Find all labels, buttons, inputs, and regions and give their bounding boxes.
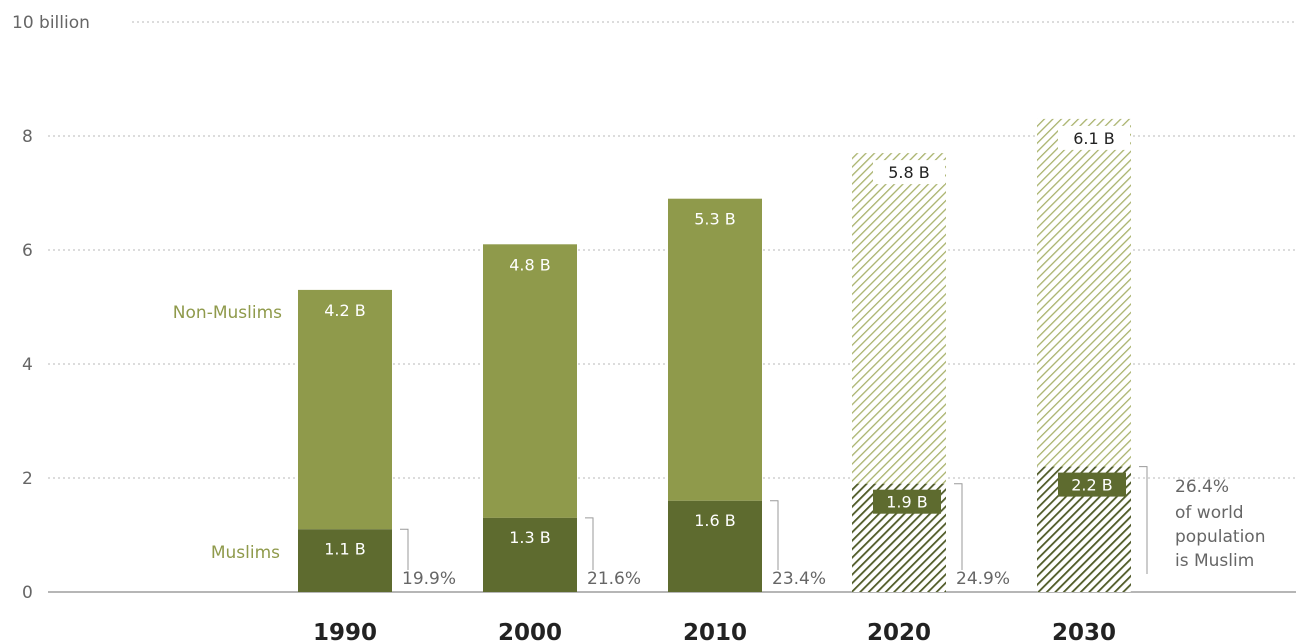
x-tick-label: 2020 bbox=[867, 620, 931, 644]
x-tick-label: 2000 bbox=[498, 620, 562, 644]
x-tick-label: 2030 bbox=[1052, 620, 1116, 644]
muslim-share-label: 23.4% bbox=[772, 569, 826, 589]
share-bracket bbox=[954, 483, 963, 570]
value-label-box bbox=[1058, 472, 1126, 497]
value-label-non-muslims: 4.2 B bbox=[324, 301, 366, 320]
labels: 0 2 4 6 8 10 billion 4.2 B 1.1 B 19.9% 1990 4.8 B 1… bbox=[12, 13, 1265, 644]
share-note-line: of world bbox=[1175, 503, 1244, 523]
y-tick-label: 8 bbox=[22, 127, 33, 147]
muslim-share-label: 24.9% bbox=[956, 569, 1010, 589]
bar-segment-non-muslims bbox=[852, 153, 946, 484]
y-tick-label: 0 bbox=[22, 583, 33, 603]
y-tick-label: 6 bbox=[22, 241, 33, 261]
value-label-non-muslims: 5.3 B bbox=[694, 210, 736, 229]
x-tick-label: 1990 bbox=[313, 620, 377, 644]
muslim-share-label: 21.6% bbox=[587, 569, 641, 589]
value-label-non-muslims: 4.8 B bbox=[509, 255, 551, 274]
share-bracket bbox=[400, 528, 409, 570]
value-label-muslims: 1.9 B bbox=[886, 493, 928, 512]
value-label-non-muslims: 6.1 B bbox=[1073, 129, 1115, 148]
bar-segment-non-muslims bbox=[298, 289, 392, 530]
value-label-muslims: 1.1 B bbox=[324, 539, 366, 558]
x-tick-label: 2010 bbox=[683, 620, 747, 644]
value-label-box bbox=[873, 489, 941, 514]
y-tick-label: 2 bbox=[22, 469, 33, 489]
bar-segment-muslims bbox=[298, 529, 392, 592]
value-label-muslims: 2.2 B bbox=[1071, 476, 1113, 495]
y-tick-label: 10 billion bbox=[12, 13, 90, 33]
share-note-line: population bbox=[1175, 527, 1265, 547]
share-bracket bbox=[1139, 466, 1148, 574]
value-label-muslims: 1.6 B bbox=[694, 511, 736, 530]
muslim-share-label: 26.4% bbox=[1175, 477, 1229, 497]
y-tick-label: 4 bbox=[22, 355, 33, 375]
series-label-non-muslims: Non-Muslims bbox=[173, 303, 282, 323]
bars bbox=[298, 118, 1131, 592]
bar-segment-non-muslims bbox=[1037, 118, 1131, 467]
series-label-muslims: Muslims bbox=[211, 543, 280, 563]
bar-segment-muslims bbox=[483, 517, 577, 592]
value-label-box bbox=[873, 160, 945, 185]
share-note-line: is Muslim bbox=[1175, 551, 1254, 571]
bar-segment-muslims bbox=[668, 500, 762, 592]
value-label-non-muslims: 5.8 B bbox=[888, 163, 930, 182]
share-bracket bbox=[770, 500, 779, 570]
muslim-share-label: 19.9% bbox=[402, 569, 456, 589]
value-label-muslims: 1.3 B bbox=[509, 528, 551, 547]
bar-segment-non-muslims bbox=[483, 244, 577, 518]
share-bracket bbox=[585, 517, 594, 570]
bar-segment-non-muslims bbox=[668, 198, 762, 501]
value-label-box bbox=[1058, 125, 1130, 150]
